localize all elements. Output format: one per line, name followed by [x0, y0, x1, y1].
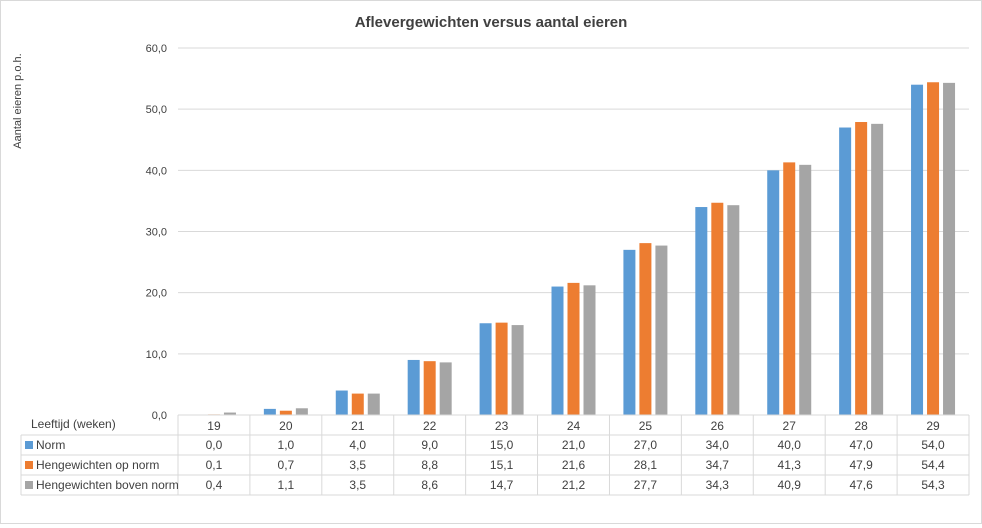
- legend-label: Hengewichten boven norm: [36, 478, 179, 492]
- gridlines: [178, 47, 969, 355]
- data-label: 15,1: [490, 458, 514, 472]
- legend-label: Hengewichten op norm: [36, 458, 159, 472]
- bar: [839, 127, 852, 416]
- x-tick-label: 29: [926, 419, 940, 433]
- data-label: 41,3: [778, 458, 802, 472]
- bar: [423, 361, 436, 415]
- bar: [583, 285, 596, 415]
- bar: [351, 393, 364, 415]
- data-table: Leeftijd (weken) 19 20 21 22 23 24 25 26 27 28 29 N…: [20, 414, 970, 496]
- data-label: 0,1: [206, 458, 223, 472]
- x-tick-label: 26: [711, 419, 725, 433]
- x-tick-label: 25: [639, 419, 653, 433]
- x-tick-label: 28: [854, 419, 868, 433]
- y-tick-label: 0,0: [152, 410, 167, 422]
- data-label: 34,3: [706, 478, 730, 492]
- legend-swatch: [25, 441, 33, 449]
- bar: [407, 359, 420, 415]
- data-label: 21,6: [562, 458, 586, 472]
- bar: [799, 164, 812, 415]
- bar: [511, 325, 524, 415]
- bar: [639, 243, 652, 415]
- bar: [335, 390, 348, 415]
- bar: [263, 408, 276, 415]
- legend-label: Norm: [36, 438, 65, 452]
- data-label: 3,5: [349, 478, 366, 492]
- data-label: 0,7: [278, 458, 295, 472]
- data-label: 14,7: [490, 478, 514, 492]
- y-tick-label: 10,0: [146, 349, 167, 361]
- y-tick-label: 40,0: [146, 165, 167, 177]
- data-label: 40,9: [778, 478, 802, 492]
- data-label: 47,0: [849, 438, 873, 452]
- x-tick-label: 20: [279, 419, 293, 433]
- data-label: 15,0: [490, 438, 514, 452]
- bar: [367, 393, 380, 415]
- y-tick-label: 60,0: [146, 43, 167, 55]
- data-label: 40,0: [778, 438, 802, 452]
- data-label: 1,0: [278, 438, 295, 452]
- legend-swatch: [25, 481, 33, 489]
- legend-swatch: [25, 461, 33, 469]
- data-label: 4,0: [349, 438, 366, 452]
- y-axis-label: Aantal eieren p.o.h.: [12, 53, 24, 148]
- data-label: 34,7: [706, 458, 730, 472]
- data-label: 1,1: [278, 478, 295, 492]
- data-label: 8,8: [421, 458, 438, 472]
- bar: [551, 286, 564, 415]
- bar: [223, 412, 236, 415]
- y-tick-labels: 0,0 10,0 20,0 30,0 40,0 50,0 60,0: [146, 43, 167, 422]
- bar: [695, 207, 708, 415]
- bar: [495, 322, 508, 415]
- chart-title: Aflevergewichten versus aantal eieren: [355, 14, 628, 31]
- x-tick-label: 21: [351, 419, 365, 433]
- data-label: 54,4: [921, 458, 945, 472]
- bar: [279, 410, 292, 415]
- data-label: 9,0: [421, 438, 438, 452]
- bar: [871, 123, 884, 415]
- data-label: 21,0: [562, 438, 586, 452]
- bar: [927, 82, 940, 416]
- y-tick-label: 30,0: [146, 227, 167, 239]
- data-label: 21,2: [562, 478, 586, 492]
- bar: [711, 202, 724, 415]
- data-label: 54,3: [921, 478, 945, 492]
- bar: [655, 245, 668, 415]
- bar: [767, 170, 780, 415]
- data-label: 3,5: [349, 458, 366, 472]
- x-tick-label: 23: [495, 419, 509, 433]
- bar: [911, 84, 924, 415]
- y-tick-label: 20,0: [146, 288, 167, 300]
- bars: [207, 82, 956, 416]
- x-tick-label: 19: [207, 419, 221, 433]
- bar: [783, 162, 796, 415]
- data-label: 28,1: [634, 458, 658, 472]
- bar: [855, 122, 868, 416]
- data-label: 47,6: [849, 478, 873, 492]
- data-label: 54,0: [921, 438, 945, 452]
- x-tick-label: 24: [567, 419, 581, 433]
- bar: [567, 282, 580, 415]
- bar: [943, 82, 956, 416]
- data-label: 27,0: [634, 438, 658, 452]
- data-label: 34,0: [706, 438, 730, 452]
- data-label: 47,9: [849, 458, 873, 472]
- data-label: 0,4: [206, 478, 223, 492]
- bar: [727, 205, 740, 415]
- x-axis-label: Leeftijd (weken): [31, 417, 116, 431]
- bar: [439, 362, 452, 415]
- bar: [479, 323, 492, 415]
- x-tick-label: 22: [423, 419, 437, 433]
- y-tick-label: 50,0: [146, 104, 167, 116]
- x-tick-label: 27: [783, 419, 797, 433]
- data-label: 27,7: [634, 478, 658, 492]
- bar: [295, 408, 308, 415]
- data-label: 0,0: [206, 438, 223, 452]
- data-label: 8,6: [421, 478, 438, 492]
- bar: [623, 249, 636, 415]
